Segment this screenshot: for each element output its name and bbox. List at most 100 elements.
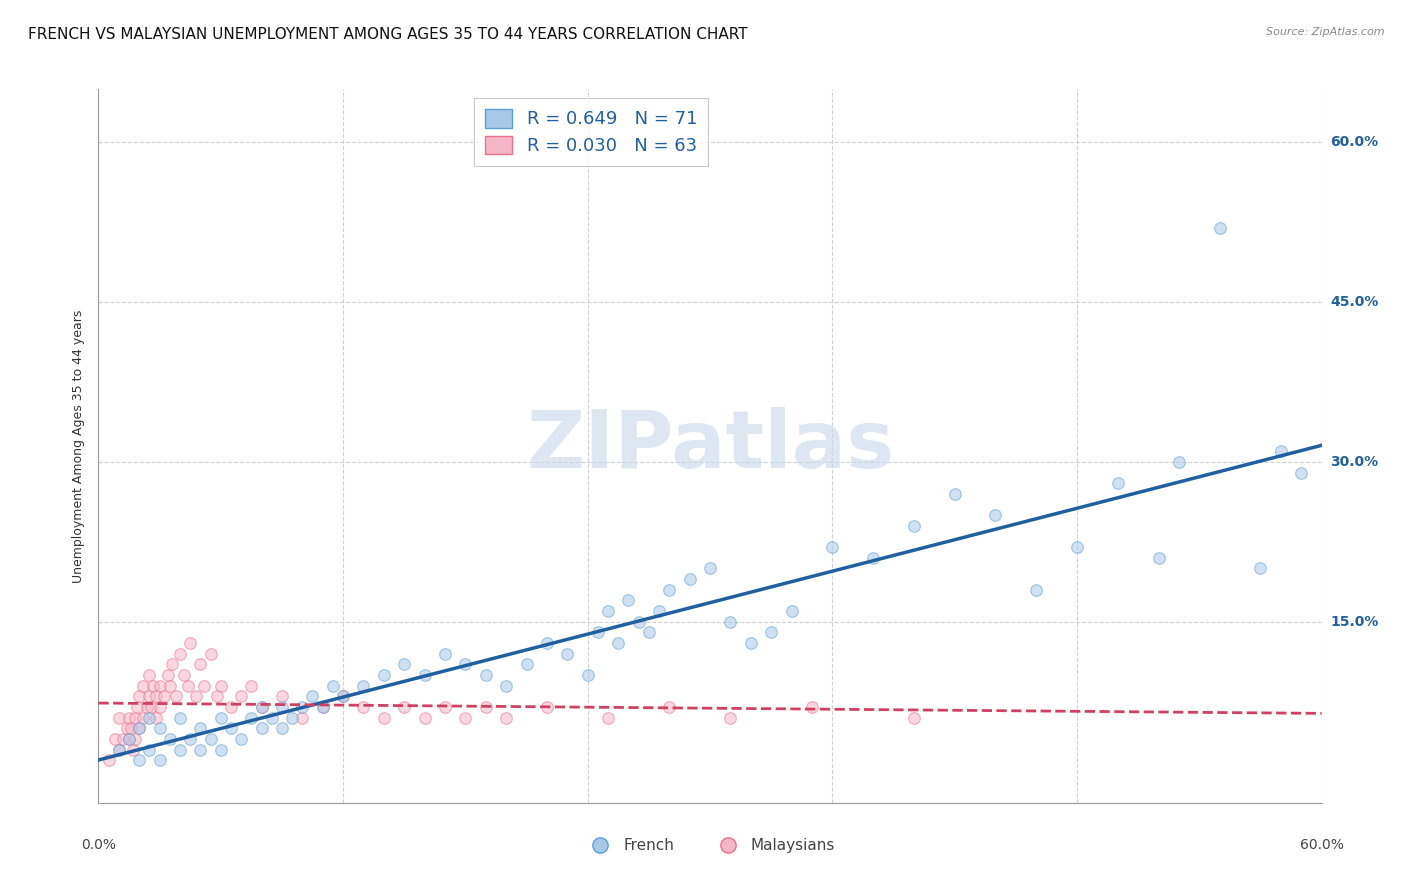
Text: ZIPatlas: ZIPatlas — [526, 407, 894, 485]
Legend: French, Malaysians: French, Malaysians — [579, 832, 841, 859]
Point — [718, 615, 742, 629]
Point — [124, 710, 146, 724]
Point — [903, 710, 925, 724]
Point — [122, 742, 145, 756]
Point — [200, 647, 222, 661]
Point — [740, 636, 762, 650]
Point — [132, 679, 155, 693]
Point — [219, 721, 242, 735]
Point — [231, 731, 253, 746]
Point — [108, 710, 131, 724]
Point — [761, 625, 783, 640]
Point — [516, 657, 538, 672]
Point — [149, 721, 172, 735]
Point — [177, 679, 200, 693]
Point — [108, 742, 131, 756]
Point — [145, 710, 167, 724]
Point — [648, 604, 671, 618]
Point — [118, 731, 141, 746]
Point — [312, 700, 335, 714]
Point — [260, 710, 283, 724]
Text: 30.0%: 30.0% — [1330, 455, 1378, 469]
Point — [617, 593, 640, 607]
Point — [413, 668, 436, 682]
Point — [165, 690, 187, 704]
Point — [104, 731, 127, 746]
Point — [474, 700, 498, 714]
Point — [115, 721, 138, 735]
Point — [586, 625, 609, 640]
Text: 15.0%: 15.0% — [1330, 615, 1378, 629]
Point — [149, 700, 172, 714]
Point — [270, 721, 294, 735]
Text: 60.0%: 60.0% — [1299, 838, 1344, 853]
Point — [149, 753, 172, 767]
Point — [801, 700, 824, 714]
Point — [169, 710, 191, 724]
Point — [495, 679, 517, 693]
Point — [138, 690, 160, 704]
Point — [132, 710, 155, 724]
Point — [821, 540, 844, 554]
Point — [984, 508, 1007, 523]
Text: 0.0%: 0.0% — [82, 838, 115, 853]
Point — [231, 690, 253, 704]
Point — [392, 657, 416, 672]
Point — [607, 636, 630, 650]
Point — [1209, 220, 1232, 235]
Point — [200, 731, 222, 746]
Point — [169, 742, 191, 756]
Point — [156, 668, 179, 682]
Point — [127, 700, 149, 714]
Point — [219, 700, 242, 714]
Point — [392, 700, 416, 714]
Point — [1291, 466, 1313, 480]
Point — [128, 721, 150, 735]
Point — [627, 615, 650, 629]
Point — [111, 731, 134, 746]
Point — [270, 690, 294, 704]
Text: Source: ZipAtlas.com: Source: ZipAtlas.com — [1267, 27, 1385, 37]
Point — [128, 721, 150, 735]
Point — [179, 731, 201, 746]
Point — [495, 710, 517, 724]
Point — [474, 668, 498, 682]
Point — [120, 721, 142, 735]
Point — [152, 690, 174, 704]
Point — [118, 731, 141, 746]
Y-axis label: Unemployment Among Ages 35 to 44 years: Unemployment Among Ages 35 to 44 years — [72, 310, 86, 582]
Point — [1066, 540, 1088, 554]
Point — [250, 700, 273, 714]
Point — [454, 710, 477, 724]
Point — [1147, 550, 1170, 565]
Point — [136, 700, 159, 714]
Point — [555, 647, 579, 661]
Point — [149, 679, 172, 693]
Point — [145, 690, 167, 704]
Point — [322, 679, 344, 693]
Point — [128, 753, 150, 767]
Point — [160, 657, 183, 672]
Point — [291, 700, 314, 714]
Point — [413, 710, 436, 724]
Point — [1025, 582, 1047, 597]
Point — [658, 582, 681, 597]
Point — [159, 679, 181, 693]
Point — [536, 700, 558, 714]
Point — [270, 700, 294, 714]
Text: 60.0%: 60.0% — [1330, 136, 1378, 150]
Point — [209, 710, 232, 724]
Point — [138, 710, 160, 724]
Point — [373, 710, 395, 724]
Point — [312, 700, 335, 714]
Point — [209, 679, 232, 693]
Point — [301, 690, 323, 704]
Point — [1249, 561, 1271, 575]
Point — [352, 679, 374, 693]
Point — [679, 572, 702, 586]
Point — [188, 742, 212, 756]
Point — [188, 721, 212, 735]
Point — [943, 487, 966, 501]
Point — [1107, 476, 1129, 491]
Point — [159, 731, 181, 746]
